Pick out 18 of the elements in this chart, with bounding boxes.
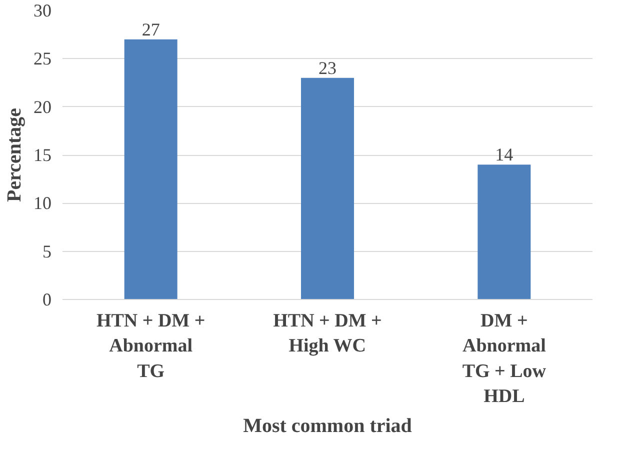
y-tick-label: 15 xyxy=(34,145,52,165)
x-axis-title: Most common triad xyxy=(243,415,412,438)
bar xyxy=(478,164,531,300)
data-label: 14 xyxy=(495,144,514,165)
data-label: 27 xyxy=(142,19,160,40)
y-axis-title: Percentage xyxy=(4,108,26,202)
bar xyxy=(301,78,354,300)
y-tick-label: 30 xyxy=(34,0,52,20)
y-tick-label: 5 xyxy=(42,241,52,262)
x-tick-label: HTN + DM + Abnormal TG xyxy=(96,310,206,382)
y-tick-label: 25 xyxy=(34,48,52,69)
x-tick-label: HTN + DM + High WC xyxy=(273,310,382,357)
x-tick-label: DM + Abnormal TG + Low HDL xyxy=(462,310,546,408)
bar xyxy=(124,39,178,300)
y-tick-label: 0 xyxy=(42,290,52,310)
y-tick-label: 10 xyxy=(34,193,52,214)
data-label: 23 xyxy=(318,58,336,78)
y-tick-label: 20 xyxy=(34,96,52,117)
